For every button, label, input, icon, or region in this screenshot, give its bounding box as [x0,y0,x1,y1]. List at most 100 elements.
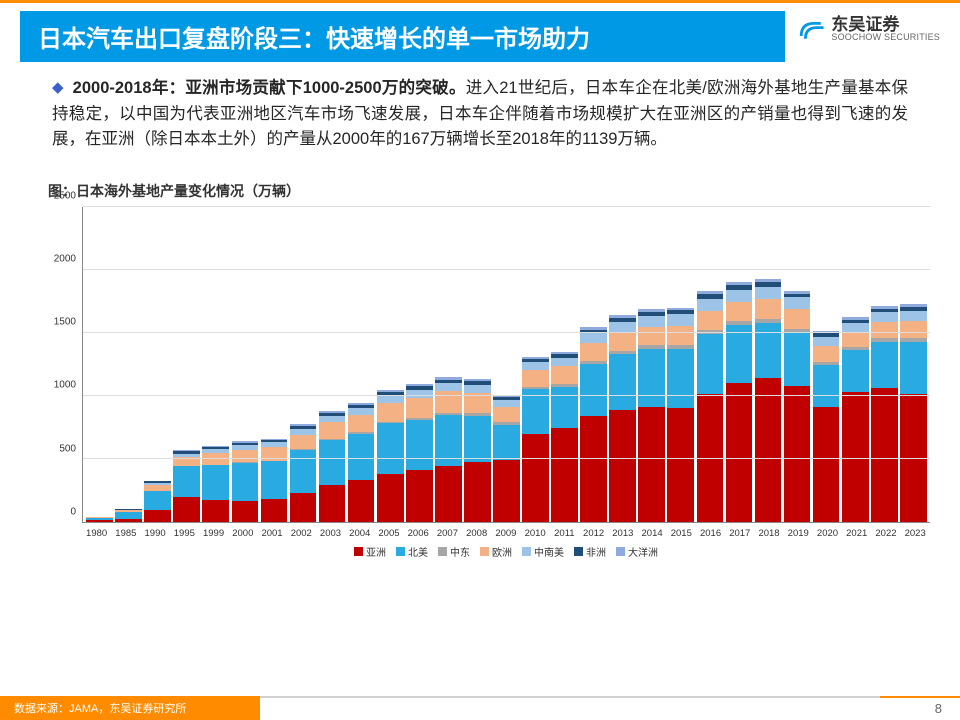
x-tick-label: 2013 [608,528,637,539]
footer-divider: 8 [260,696,960,720]
y-tick-label: 2500 [54,190,76,201]
legend-swatch [354,547,363,556]
bar-segment [551,428,578,521]
bar-column [697,291,724,521]
bar-segment [697,311,724,331]
legend-item: 中南美 [522,544,564,559]
legend-item: 非洲 [574,544,606,559]
bar-segment [667,349,694,408]
x-tick-label: 2016 [696,528,725,539]
bar-segment [493,407,520,422]
footer-accent [880,696,960,698]
y-tick-label: 0 [70,506,76,517]
bar-segment [522,370,549,386]
bar-segment [755,287,782,300]
bar-column [319,411,346,522]
bar-column [406,384,433,522]
bar-column [522,357,549,522]
bar-segment [784,309,811,329]
bar-segment [667,408,694,521]
bar-column [144,481,171,522]
soochow-logo-icon [797,15,825,43]
legend: 亚洲北美中东欧洲中南美非洲大洋洲 [82,544,930,559]
legend-item: 中东 [438,544,470,559]
bar-segment [290,450,317,493]
bar-segment [726,383,753,522]
bar-column [377,390,404,521]
bar-segment [697,334,724,394]
bar-column [232,441,259,521]
x-tick-label: 2006 [404,528,433,539]
y-axis: 05001000150020002500 [48,207,82,523]
x-tick-label: 2009 [491,528,520,539]
x-tick-label: 1999 [199,528,228,539]
legend-label: 亚洲 [366,544,386,559]
bar-segment [261,499,288,522]
x-tick-label: 2019 [784,528,813,539]
bar-column [173,450,200,522]
bar-segment [813,346,840,362]
bar-segment [232,450,259,463]
bar-segment [638,327,665,345]
x-axis-labels: 1980198519901995199920002001200220032004… [82,528,930,539]
bar-segment [551,366,578,384]
bar-segment [842,323,869,332]
bar-segment [406,470,433,522]
grid-line [83,395,930,396]
legend-swatch [480,547,489,556]
x-tick-label: 2022 [871,528,900,539]
bar-segment [813,407,840,522]
bar-column [755,279,782,522]
bar-segment [726,290,753,303]
bar-segment [464,393,491,413]
bar-segment [377,474,404,522]
x-tick-label: 2008 [462,528,491,539]
x-tick-label: 2011 [550,528,579,539]
bar-segment [319,422,346,438]
bar-segment [609,354,636,409]
bar-segment [202,500,229,521]
bar-segment [290,435,317,449]
bar-segment [609,410,636,522]
bar-segment [406,398,433,418]
bar-segment [144,491,171,510]
bar-segment [493,400,520,407]
bar-column [813,331,840,522]
bar-segment [755,299,782,319]
bar-segment [667,326,694,345]
bar-segment [726,325,753,383]
bar-segment [290,493,317,522]
bar-segment [319,440,346,485]
bar-column [580,327,607,522]
legend-item: 大洋洲 [616,544,658,559]
bar-segment [232,463,259,501]
x-tick-label: 2023 [901,528,930,539]
bar-segment [784,386,811,522]
bar-segment [580,343,607,361]
chart-caption: 图：日本海外基地产量变化情况（万辆） [0,153,960,201]
bar-segment [638,316,665,327]
brand-logo: 东吴证券 SOOCHOW SECURITIES [797,15,940,43]
body-paragraph: ◆ 2000-2018年：亚洲市场贡献下1000-2500万的突破。进入21世纪… [0,62,960,153]
bar-column [115,509,142,522]
bar-segment [464,462,491,521]
brand-name-en: SOOCHOW SECURITIES [831,33,940,42]
x-tick-label: 2004 [345,528,374,539]
y-tick-label: 500 [59,443,76,454]
x-tick-label: 2012 [579,528,608,539]
y-tick-label: 2000 [54,253,76,264]
bar-segment [377,403,404,422]
bar-segment [464,385,491,393]
bar-column [348,403,375,522]
bar-segment [348,480,375,522]
legend-swatch [438,547,447,556]
grid-line [83,332,930,333]
bar-column [871,306,898,522]
bar-segment [173,466,200,497]
bar-segment [609,332,636,350]
y-tick-label: 1500 [54,317,76,328]
footer: 数据来源：JAMA，东吴证券研究所 8 [0,696,960,720]
bar-segment [319,485,346,522]
bar-segment [435,383,462,391]
bar-segment [580,416,607,522]
